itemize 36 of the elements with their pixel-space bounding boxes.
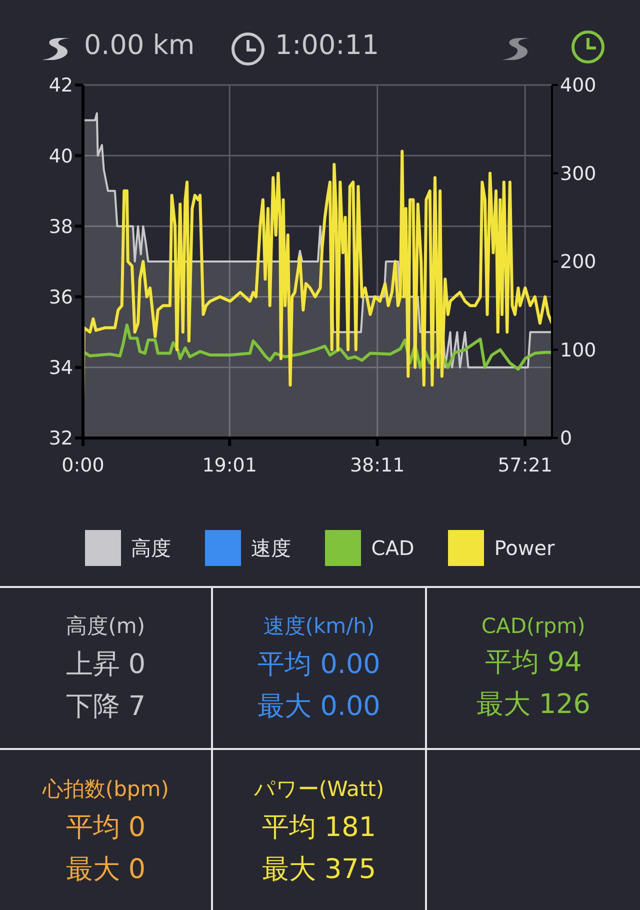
y-tick-label: 32 [48, 428, 73, 450]
x-tick-label: 38:11 [350, 454, 405, 476]
y2-tick-label: 200 [560, 251, 596, 274]
y2-tick-label: 0 [560, 428, 572, 450]
text: 平均 94 [484, 646, 582, 680]
text: 最大 375 [262, 853, 376, 887]
y2-tick-label: 400 [560, 74, 596, 97]
text: 0.00 km [84, 30, 195, 61]
y-tick-label: 36 [48, 286, 73, 309]
y-tick-label: 40 [48, 145, 73, 168]
y-tick-label: 34 [48, 357, 73, 380]
text: 高度(m) [66, 613, 146, 640]
text: 下降 7 [66, 690, 146, 724]
text: 心拍数(bpm) [42, 776, 169, 803]
legend-label: CAD [371, 536, 414, 560]
legend-label: 速度 [251, 534, 292, 562]
x-tick-label: 0:00 [62, 454, 104, 476]
text: 最大 0 [66, 853, 146, 887]
text: パワー(Watt) [254, 776, 384, 803]
text: 平均 181 [262, 811, 376, 845]
text: 平均 0 [66, 811, 146, 845]
y2-tick-label: 100 [560, 339, 596, 362]
text: 速度(km/h) [263, 613, 375, 640]
text: CAD(rpm) [481, 614, 586, 638]
text: 1:00:11 [275, 30, 380, 61]
text: 上昇 0 [66, 648, 146, 682]
y-tick-label: 42 [48, 74, 73, 97]
y-tick-label: 38 [48, 216, 73, 238]
y2-tick-label: 300 [560, 162, 596, 185]
legend-label: Power [494, 536, 555, 560]
x-tick-label: 19:01 [202, 454, 257, 476]
text: 最大 0.00 [258, 690, 380, 724]
text: 平均 0.00 [258, 648, 380, 682]
text: 最大 126 [476, 688, 590, 722]
legend-label: 高度 [131, 534, 172, 562]
x-tick-label: 57:21 [498, 454, 552, 476]
